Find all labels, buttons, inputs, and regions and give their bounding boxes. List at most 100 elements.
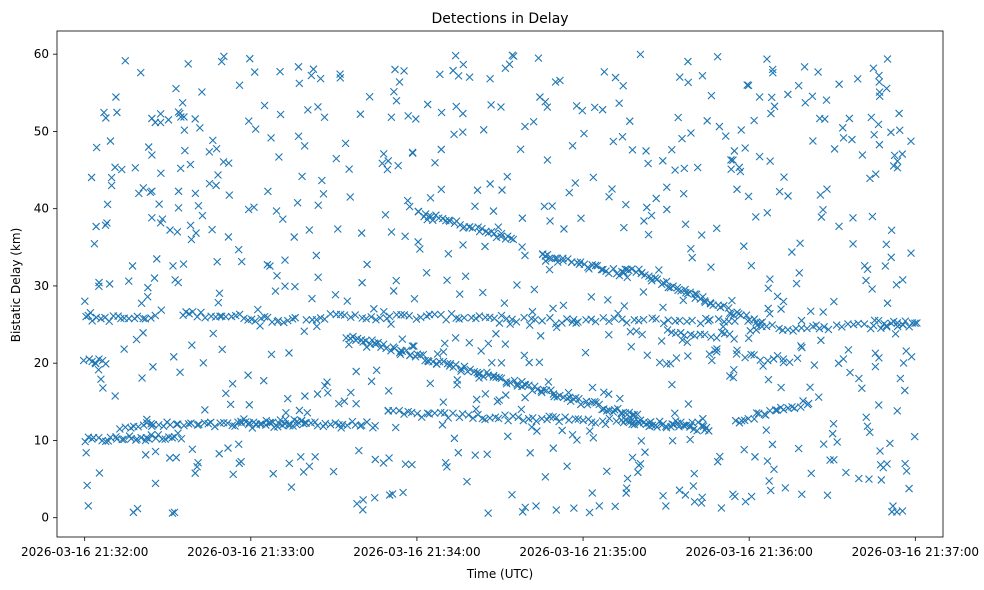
data-point [275, 153, 283, 161]
data-point [535, 358, 544, 367]
data-point [218, 345, 227, 354]
data-point [287, 483, 296, 491]
data-point [429, 357, 437, 366]
data-point [497, 229, 506, 238]
data-point [400, 66, 408, 75]
data-point [820, 115, 829, 123]
data-point [647, 211, 656, 220]
data-point [905, 484, 913, 493]
data-point [603, 295, 612, 304]
data-point [244, 420, 253, 429]
data-point [501, 411, 509, 419]
data-point [797, 490, 806, 499]
data-point [844, 346, 853, 354]
data-point [549, 413, 557, 421]
data-point [893, 157, 902, 165]
data-point [87, 173, 96, 182]
data-point [296, 452, 305, 461]
data-point [755, 93, 764, 101]
data-point [768, 68, 777, 77]
data-point [783, 90, 792, 99]
data-point [187, 419, 195, 428]
data-point [763, 55, 771, 64]
y-tick-label: 0 [41, 511, 49, 525]
data-point [681, 491, 690, 499]
data-point [707, 91, 716, 100]
data-point [783, 325, 792, 334]
data-point [387, 228, 396, 236]
data-point [459, 60, 468, 69]
y-tick-label: 50 [34, 124, 49, 138]
data-point [655, 417, 664, 426]
data-point [764, 375, 773, 384]
data-point [560, 225, 568, 233]
data-point [752, 326, 761, 334]
data-point [495, 373, 504, 382]
data-point [172, 84, 180, 93]
data-point [382, 344, 390, 353]
data-point [352, 399, 361, 408]
data-point [290, 233, 299, 241]
data-point [82, 448, 91, 457]
data-point [90, 239, 99, 248]
data-point [359, 495, 368, 504]
data-point [225, 191, 234, 200]
data-point [907, 352, 916, 361]
data-point [157, 306, 166, 314]
data-point [383, 165, 392, 174]
data-point [883, 299, 892, 308]
data-point [314, 103, 322, 111]
data-point [568, 430, 577, 439]
data-point [680, 164, 689, 173]
data-point [889, 502, 897, 510]
data-point [658, 156, 667, 165]
data-point [282, 408, 290, 417]
data-point [276, 67, 284, 76]
data-point [256, 321, 264, 330]
data-point [784, 192, 792, 200]
data-point [862, 413, 871, 422]
data-point [392, 96, 401, 105]
data-point [168, 509, 177, 518]
data-point [279, 318, 288, 327]
data-point [401, 232, 410, 241]
data-point [199, 358, 208, 367]
data-point [169, 261, 177, 270]
y-tick-label: 60 [34, 47, 49, 61]
data-point [588, 383, 597, 392]
data-point [336, 74, 345, 82]
data-point [396, 350, 405, 359]
data-point [814, 393, 823, 401]
data-point [808, 137, 817, 145]
data-point [101, 114, 110, 122]
data-point [657, 337, 666, 345]
data-point [103, 200, 112, 209]
data-point [670, 409, 679, 418]
data-point [215, 289, 224, 298]
data-point [750, 351, 759, 359]
x-tick-label: 2026-03-16 21:37:00 [852, 545, 979, 559]
data-point [664, 283, 673, 292]
data-point [548, 202, 557, 210]
data-point [460, 362, 469, 371]
data-point [88, 317, 97, 325]
data-point [634, 461, 643, 470]
data-point [572, 101, 581, 110]
data-point [623, 474, 632, 483]
data-point [234, 418, 242, 427]
data-point [305, 226, 314, 234]
data-point [484, 509, 493, 517]
data-point [274, 316, 283, 325]
data-point [541, 257, 550, 265]
data-point [662, 183, 671, 192]
data-point [680, 331, 689, 340]
data-point [538, 316, 547, 325]
data-point [371, 455, 380, 464]
data-point [642, 203, 651, 212]
data-point [406, 351, 415, 359]
data-point [166, 420, 175, 429]
data-point [168, 433, 177, 442]
data-point [486, 74, 494, 83]
data-point [627, 265, 636, 273]
data-point [141, 450, 150, 459]
